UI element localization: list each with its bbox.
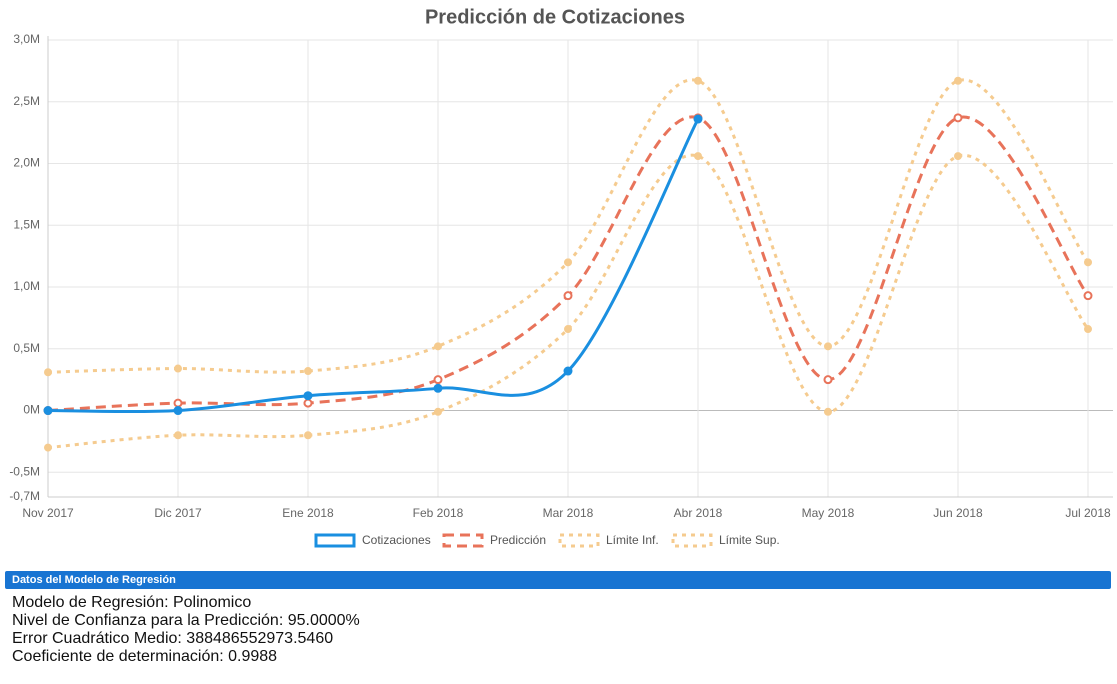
data-point [44, 443, 52, 452]
data-point [1083, 291, 1093, 301]
data-point [173, 406, 183, 416]
panel-header: Datos del Modelo de Regresión [5, 571, 1111, 589]
x-tick-label: Jun 2018 [933, 506, 983, 520]
data-point [434, 407, 442, 416]
data-point [303, 391, 313, 401]
data-point [304, 367, 312, 376]
x-tick-label: May 2018 [802, 506, 855, 520]
data-point [43, 406, 53, 416]
data-point [433, 383, 443, 393]
y-tick-label: 0,5M [13, 341, 40, 355]
x-tick-label: Jul 2018 [1065, 506, 1111, 520]
panel-body: Modelo de Regresión: Polinomico Nivel de … [12, 594, 360, 666]
legend-swatch [314, 533, 356, 548]
data-point [954, 76, 962, 85]
legend-label: Límite Inf. [606, 533, 659, 547]
chart: Predicción de Cotizaciones -0,7M -0,5M 0M 0… [9, 6, 1113, 548]
data-point [953, 113, 963, 123]
data-point [1084, 325, 1092, 334]
series-line [47, 115, 1090, 413]
data-point [304, 431, 312, 440]
legend-swatch [671, 533, 713, 548]
data-point [1084, 258, 1092, 267]
x-tick-label: Abr 2018 [674, 506, 723, 520]
data-point [693, 114, 703, 124]
legend-swatch [442, 533, 484, 548]
data-point [433, 375, 443, 385]
y-tick-label: 1,0M [13, 279, 40, 293]
y-tick-label: 2,5M [13, 94, 40, 108]
data-point [44, 368, 52, 377]
x-tick-label: Dic 2017 [154, 506, 202, 520]
data-point [174, 431, 182, 440]
panel-line: Error Cuadrático Medio: 388486552973.546… [12, 630, 334, 647]
data-point [564, 325, 572, 334]
data-point [824, 342, 832, 351]
x-tick-label: Mar 2018 [543, 506, 594, 520]
data-point [823, 375, 833, 385]
y-tick-label: 3,0M [13, 32, 40, 46]
x-tick-label: Ene 2018 [282, 506, 334, 520]
panel-line: Modelo de Regresión: Polinomico [12, 594, 252, 611]
data-point [303, 398, 313, 408]
data-point [564, 258, 572, 267]
data-point [824, 407, 832, 416]
y-tick-label: 1,5M [13, 217, 40, 231]
data-point [173, 398, 183, 408]
x-tick-label: Feb 2018 [413, 506, 464, 520]
y-tick-label: 0M [23, 403, 40, 417]
y-tick-label: -0,5M [9, 464, 40, 478]
data-point [694, 76, 702, 85]
legend-label: Predicción [490, 533, 546, 547]
series-line [47, 118, 700, 414]
data-point [434, 342, 442, 351]
panel-line: Coeficiente de determinación: 0.9988 [12, 648, 278, 665]
y-tick-label: -0,7M [9, 489, 40, 503]
data-point [563, 291, 573, 301]
data-point [954, 152, 962, 161]
x-tick-label: Nov 2017 [22, 506, 74, 520]
data-point [174, 364, 182, 373]
panel-line: Nivel de Confianza para la Predicción: 9… [12, 612, 360, 629]
chart-title: Predicción de Cotizaciones [425, 6, 685, 28]
data-point [694, 152, 702, 161]
legend-label: Límite Sup. [719, 533, 780, 547]
legend-swatch [558, 533, 600, 548]
legend-label: Cotizaciones [362, 533, 431, 547]
data-point [563, 366, 573, 376]
y-tick-label: 2,0M [13, 156, 40, 170]
